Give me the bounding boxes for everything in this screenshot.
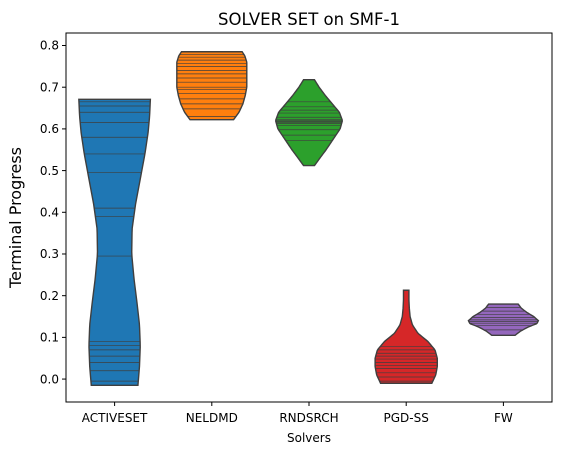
y-tick-label: 0.0 <box>40 372 59 386</box>
violin-rndsrch <box>275 79 343 167</box>
y-axis: 0.0 0.1 0.2 0.3 0.4 0.5 0.6 0.7 0.8 <box>40 39 66 386</box>
violin-body <box>374 289 438 384</box>
violin-body <box>275 79 343 167</box>
violin-body <box>176 51 248 121</box>
y-tick-label: 0.6 <box>40 122 59 136</box>
violin-body <box>78 98 152 387</box>
x-axis-label: Solvers <box>287 431 331 445</box>
violin-pgd-ss <box>374 289 438 384</box>
violin-neldmd <box>176 51 248 121</box>
violin-fw <box>467 303 540 336</box>
x-tick-label: RNDSRCH <box>279 411 338 425</box>
y-tick-label: 0.3 <box>40 247 59 261</box>
plot-frame <box>65 32 553 403</box>
y-tick-label: 0.2 <box>40 289 59 303</box>
x-tick-label: NELDMD <box>186 411 238 425</box>
x-tick-label: ACTIVESET <box>82 411 148 425</box>
x-axis: ACTIVESET NELDMD RNDSRCH PGD-SS FW <box>82 402 513 425</box>
y-axis-label: Terminal Progress <box>6 147 25 289</box>
x-tick-label: PGD-SS <box>384 411 429 425</box>
x-tick-label: FW <box>494 411 513 425</box>
violin-activeset <box>78 98 152 387</box>
violins-layer <box>78 51 540 387</box>
y-tick-label: 0.5 <box>40 164 59 178</box>
chart-title: SOLVER SET on SMF-1 <box>218 10 400 29</box>
y-tick-label: 0.4 <box>40 205 59 219</box>
y-tick-label: 0.8 <box>40 39 59 53</box>
y-tick-label: 0.1 <box>40 331 59 345</box>
y-tick-label: 0.7 <box>40 80 59 94</box>
